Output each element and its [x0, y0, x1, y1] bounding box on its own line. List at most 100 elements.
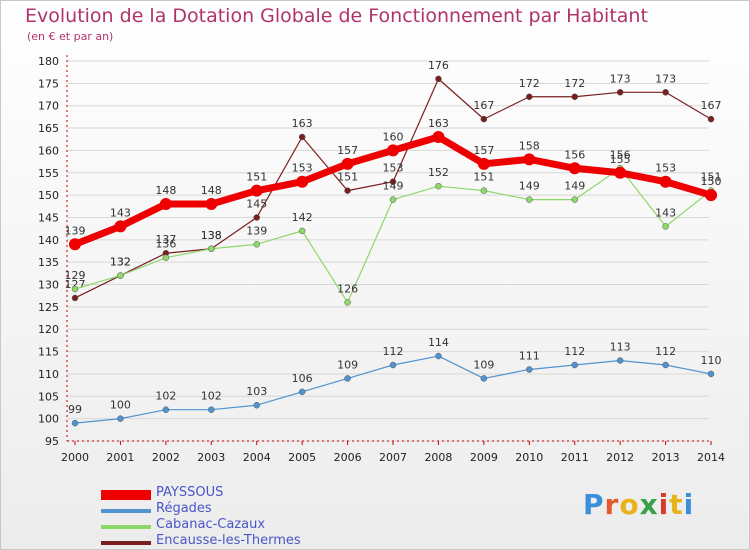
y-tick-label: 110 — [38, 368, 59, 381]
y-tick-label: 160 — [38, 144, 59, 157]
data-label: 156 — [564, 148, 585, 161]
x-tick-label: 2010 — [515, 451, 543, 464]
logo-letter: i — [658, 488, 670, 521]
data-point — [526, 93, 533, 101]
proxiti-logo: Proxiti — [583, 488, 694, 521]
data-point — [662, 223, 669, 230]
x-tick-label: 2007 — [379, 451, 407, 464]
y-tick-label: 145 — [38, 211, 59, 224]
data-label: 132 — [110, 256, 131, 269]
data-point — [571, 93, 578, 101]
data-label: 167 — [701, 99, 722, 112]
data-label: 153 — [655, 162, 676, 175]
x-tick-label: 2003 — [197, 451, 225, 464]
legend-item: Cabanac-Cazaux — [101, 517, 341, 533]
data-label: 143 — [110, 206, 131, 219]
data-label: 138 — [201, 229, 222, 242]
data-label: 113 — [610, 341, 631, 354]
data-point — [253, 401, 260, 409]
data-label: 173 — [655, 72, 676, 85]
data-label: 112 — [564, 345, 585, 358]
data-label: 139 — [65, 224, 86, 237]
data-point — [208, 245, 215, 253]
legend-label: Cabanac-Cazaux — [156, 517, 266, 532]
y-tick-label: 105 — [38, 390, 59, 403]
data-label: 149 — [564, 180, 585, 193]
data-point — [571, 196, 578, 203]
data-label: 99 — [68, 403, 82, 416]
chart-subtitle: (en € et par an) — [27, 30, 114, 43]
data-point — [435, 182, 442, 190]
x-tick-label: 2006 — [334, 451, 362, 464]
data-label: 138 — [201, 229, 222, 242]
data-label: 112 — [655, 345, 676, 358]
y-tick-label: 165 — [38, 122, 59, 135]
x-tick-label: 2001 — [106, 451, 134, 464]
legend-item: Régades — [101, 501, 341, 517]
data-point — [480, 187, 488, 194]
data-point — [435, 352, 442, 360]
data-label: 157 — [473, 144, 494, 157]
data-point — [117, 272, 124, 279]
data-point — [71, 419, 79, 427]
data-label: 139 — [246, 224, 267, 237]
data-point — [659, 175, 672, 188]
data-point — [208, 406, 215, 413]
data-point — [344, 375, 351, 382]
data-point — [387, 144, 400, 157]
y-tick-label: 100 — [38, 413, 59, 426]
data-point — [344, 187, 351, 194]
y-tick-label: 120 — [38, 323, 59, 336]
data-label: 151 — [701, 171, 722, 184]
data-point — [526, 196, 533, 203]
data-point — [69, 238, 81, 251]
data-point — [344, 299, 351, 306]
data-label: 156 — [610, 148, 631, 161]
data-label: 149 — [383, 180, 404, 193]
data-label: 110 — [701, 354, 722, 367]
data-label: 100 — [110, 399, 131, 412]
y-tick-label: 180 — [38, 55, 59, 68]
x-tick-label: 2012 — [606, 451, 634, 464]
x-tick-label: 2011 — [561, 451, 589, 464]
data-point — [480, 375, 488, 382]
data-label: 114 — [428, 336, 449, 349]
data-point — [614, 166, 627, 179]
data-label: 137 — [155, 233, 176, 246]
data-label: 153 — [383, 162, 404, 175]
data-point — [435, 75, 442, 83]
logo-letter: o — [619, 488, 640, 521]
data-point — [71, 285, 79, 293]
data-point — [526, 366, 533, 373]
data-point — [477, 157, 490, 170]
data-point — [205, 198, 218, 211]
data-label: 129 — [65, 269, 86, 282]
data-label: 151 — [337, 171, 358, 184]
legend-swatch — [101, 509, 151, 513]
data-point — [298, 388, 306, 396]
data-point — [616, 357, 624, 364]
data-point — [114, 220, 127, 233]
data-label: 143 — [655, 206, 676, 219]
data-point — [705, 189, 718, 202]
data-point — [159, 198, 172, 211]
data-point — [389, 178, 397, 185]
data-label: 148 — [155, 184, 176, 197]
data-point — [707, 115, 715, 123]
data-point — [298, 227, 306, 235]
data-point — [480, 115, 488, 123]
data-label: 153 — [292, 162, 313, 175]
data-label: 172 — [519, 77, 540, 90]
data-label: 103 — [246, 385, 267, 398]
y-tick-label: 115 — [38, 346, 59, 359]
data-label: 172 — [564, 77, 585, 90]
logo-letter: x — [639, 488, 659, 521]
x-tick-label: 2013 — [652, 451, 680, 464]
y-tick-label: 135 — [38, 256, 59, 269]
data-label: 149 — [519, 180, 540, 193]
y-tick-label: 140 — [38, 234, 59, 247]
data-point — [707, 370, 715, 378]
